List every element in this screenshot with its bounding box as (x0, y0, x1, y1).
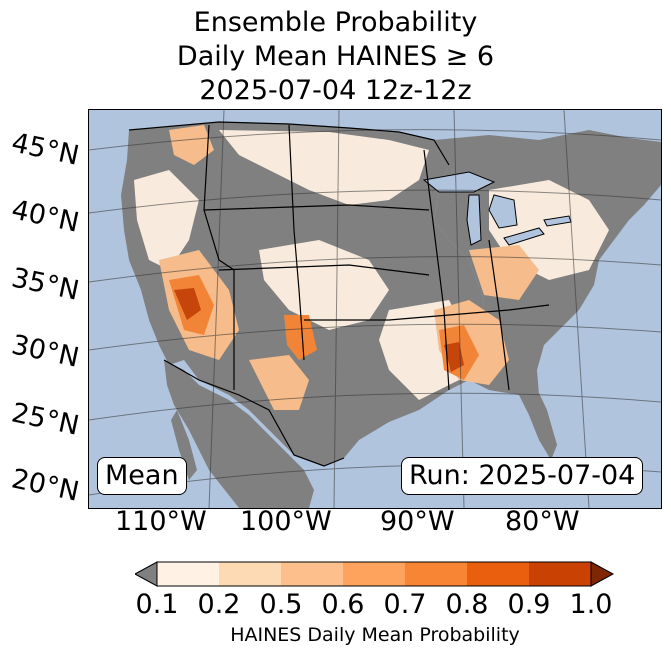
border-us-mexico (163, 359, 345, 467)
map-panel (88, 109, 662, 509)
lon-label-80: 80°W (505, 506, 580, 537)
colorbar-segment (405, 562, 467, 586)
colorbar-tick-label: 0.9 (507, 589, 551, 620)
map-canvas (89, 110, 661, 508)
lon-label-90: 90°W (380, 506, 455, 537)
colorbar-over-arrow (590, 561, 615, 587)
prob-vhigh-az (174, 288, 201, 320)
lat-40 (89, 189, 661, 214)
lat-35 (89, 256, 661, 283)
lat-label-25: 25°N (8, 397, 82, 442)
colorbar-tick-label: 0.7 (383, 589, 427, 620)
title-line-3: 2025-07-04 12z-12z (199, 75, 472, 106)
lon-90 (453, 110, 465, 508)
prob-mid-nw (169, 125, 214, 165)
colorbar-segment (343, 562, 405, 586)
colorbar-tick-label: 0.2 (197, 589, 241, 620)
lon-100 (333, 110, 340, 508)
colorbar-segment (529, 562, 591, 586)
border-rockies (203, 124, 235, 390)
colorbar-segment (467, 562, 529, 586)
colorbar-under-arrow (135, 561, 158, 587)
lat-label-35: 35°N (8, 262, 82, 307)
title-line-1: Ensemble Probability (193, 7, 478, 38)
lake-huron (488, 194, 518, 229)
prob-low-north (219, 130, 429, 205)
land-baja (171, 410, 197, 480)
lon-80 (563, 110, 590, 508)
land-florida (519, 393, 557, 460)
land-mexico (164, 360, 314, 508)
colorbar-segments (157, 562, 591, 586)
border-plains (288, 124, 305, 361)
prob-high-nm (284, 315, 317, 360)
colorbar (135, 561, 615, 587)
colorbar-segment (219, 562, 281, 586)
border-us-canada (128, 121, 450, 166)
colorbar-tick-label: 0.1 (135, 589, 179, 620)
lat-label-40: 40°N (8, 194, 82, 239)
border-east (488, 239, 510, 391)
state-borders (128, 121, 550, 467)
lake-erie (503, 227, 545, 246)
great-lakes (422, 171, 572, 246)
border-lat-2 (218, 264, 430, 276)
colorbar-tick-label: 0.8 (445, 589, 489, 620)
colorbar-label: HAINES Daily Mean Probability (230, 624, 520, 646)
lon-110 (208, 110, 225, 508)
stat-label: Mean (97, 457, 187, 495)
lon-label-110: 110°W (115, 506, 207, 537)
border-lat-3 (304, 304, 550, 321)
prob-vhigh-ms (444, 342, 464, 372)
colorbar-segment (157, 562, 219, 586)
lake-michigan (466, 194, 482, 246)
title-line-2: Daily Mean HAINES ≥ 6 (176, 41, 495, 72)
colorbar-outline (156, 561, 592, 587)
prob-low-central (259, 240, 389, 330)
prob-mid-tx (249, 355, 309, 410)
lon-label-100: 100°W (240, 506, 332, 537)
border-mississippi (423, 149, 450, 391)
lat-label-20: 20°N (8, 463, 82, 508)
lat-30 (89, 323, 661, 351)
prob-low-west (134, 170, 199, 270)
colorbar-segment (281, 562, 343, 586)
run-label: Run: 2025-07-04 (401, 457, 644, 495)
border-lat-1 (203, 204, 430, 211)
colorbar-tick-label: 0.5 (259, 589, 303, 620)
colorbar-tick-label: 0.6 (321, 589, 365, 620)
lat-label-30: 30°N (8, 329, 82, 374)
prob-mid-ohio (469, 245, 539, 300)
lat-label-45: 45°N (8, 127, 82, 172)
colorbar-tick-label: 1.0 (569, 589, 613, 620)
